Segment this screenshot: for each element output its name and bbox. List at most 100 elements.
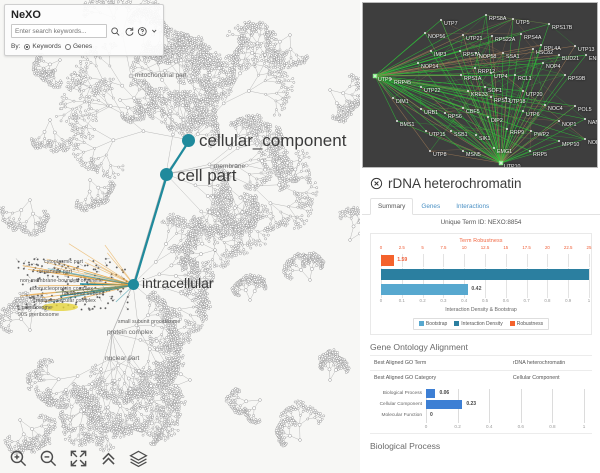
- gene-node-pwp2[interactable]: [529, 129, 533, 133]
- gene-label-ssb1: SSB1: [454, 132, 468, 138]
- gene-node-dim1[interactable]: [391, 96, 395, 100]
- alignment-section-title: Gene Ontology Alignment: [370, 342, 468, 352]
- gene-node-utp7[interactable]: [439, 18, 443, 22]
- gene-node-rpl4a[interactable]: [539, 43, 543, 47]
- gene-node-rcl1[interactable]: [513, 73, 517, 77]
- gene-node-utp18[interactable]: [504, 96, 508, 100]
- gene-node-rps4a[interactable]: [519, 32, 523, 36]
- gene-node-nop56[interactable]: [423, 31, 427, 35]
- gene-node-enp1[interactable]: [584, 53, 588, 57]
- gene-node-utp15[interactable]: [424, 129, 428, 133]
- gene-node-hsc82[interactable]: [531, 47, 535, 51]
- node-cell-part[interactable]: [160, 168, 173, 181]
- go-category-label: Molecular Function: [381, 413, 422, 418]
- gene-node-msn5[interactable]: [461, 149, 465, 153]
- gene-node-utp8[interactable]: [428, 149, 432, 153]
- gene-node-rps17b[interactable]: [547, 22, 551, 26]
- gene-node-rps1a[interactable]: [459, 73, 463, 77]
- gene-label-utp8: UTP8: [433, 152, 447, 158]
- gene-node-utp6[interactable]: [521, 109, 525, 113]
- gene-node-rps8a[interactable]: [484, 13, 488, 17]
- close-circle-icon[interactable]: [370, 177, 383, 190]
- gene-node-utp21[interactable]: [461, 33, 465, 37]
- radio-genes-dot[interactable]: [64, 43, 71, 50]
- gene-node-ssb1[interactable]: [449, 129, 453, 133]
- gene-node-nop6[interactable]: [583, 137, 587, 141]
- gene-label-rps6: RPS6: [448, 114, 462, 120]
- graph-toolbar[interactable]: [0, 443, 360, 473]
- zoom-out-icon[interactable]: [39, 449, 58, 468]
- gene-node-rrp9[interactable]: [505, 127, 509, 131]
- gene-node-rps13[interactable]: [489, 95, 493, 99]
- gene-node-sof1[interactable]: [483, 85, 487, 89]
- tab-genes[interactable]: Genes: [421, 203, 441, 210]
- gene-node-nop4[interactable]: [541, 61, 545, 65]
- interaction-network-panel[interactable]: RPS8A UTP7 UTP5 RPS17B NOP56 RPS22A RPS4A HSC82…: [362, 2, 598, 168]
- radio-keywords[interactable]: Keywords: [24, 43, 61, 50]
- gene-label-utp6: UTP6: [526, 112, 540, 118]
- chevron-down-icon[interactable]: [151, 27, 157, 35]
- search-icon[interactable]: [110, 25, 121, 38]
- gene-node-nop1[interactable]: [557, 119, 561, 123]
- search-panel[interactable]: NeXO By:: [4, 4, 164, 56]
- gene-node-sik1[interactable]: [474, 133, 478, 137]
- density-tick: 0: [379, 298, 383, 303]
- gene-node-rrp5[interactable]: [528, 149, 532, 153]
- gene-node-utp9[interactable]: [373, 74, 377, 78]
- go-category-label: Biological Process: [382, 391, 422, 396]
- gene-node-rps7a[interactable]: [458, 49, 462, 53]
- gene-node-bud21[interactable]: [557, 53, 561, 57]
- gene-node-ssa1[interactable]: [501, 51, 505, 55]
- gene-node-nop14[interactable]: [416, 61, 420, 65]
- gene-node-kre33[interactable]: [466, 89, 470, 93]
- node-cellular-component[interactable]: [182, 134, 195, 147]
- refresh-icon[interactable]: [124, 25, 135, 38]
- gene-label-rps4a: RPS4A: [524, 35, 542, 41]
- gene-node-mpp10[interactable]: [557, 139, 561, 143]
- gene-label-pol5: POL5: [578, 107, 592, 113]
- ontology-tree-panel[interactable]: cellular_component cell part intracellul…: [0, 0, 360, 473]
- gene-node-rps22a[interactable]: [490, 34, 494, 38]
- gene-node-utp22[interactable]: [419, 85, 423, 89]
- zoom-in-icon[interactable]: [9, 449, 28, 468]
- gene-node-emg1[interactable]: [492, 146, 496, 150]
- go-tick: 0.2: [454, 424, 461, 429]
- gene-node-utp10[interactable]: [499, 161, 503, 165]
- gene-node-utp13[interactable]: [573, 44, 577, 48]
- gene-node-bms1[interactable]: [395, 119, 399, 123]
- gene-node-rrp12[interactable]: [473, 66, 477, 70]
- node-intracellular[interactable]: [128, 279, 139, 290]
- gene-node-rps9b[interactable]: [563, 73, 567, 77]
- gene-node-rrp45[interactable]: [389, 77, 393, 81]
- layers-icon[interactable]: [129, 449, 148, 468]
- gene-node-utp20[interactable]: [521, 89, 525, 93]
- search-input[interactable]: [11, 24, 107, 38]
- gene-label-rps8a: RPS8A: [489, 16, 507, 22]
- ontology-tree-graph[interactable]: [0, 0, 360, 473]
- interaction-network-graph[interactable]: [363, 3, 598, 168]
- gene-node-cbf5[interactable]: [461, 106, 465, 110]
- gridline: [381, 268, 382, 298]
- radio-keywords-dot[interactable]: [24, 43, 31, 50]
- term-detail-panel: rDNA heterochromatin Summary Genes Inter…: [362, 170, 600, 473]
- gene-node-noc4[interactable]: [543, 103, 547, 107]
- gene-node-pol5[interactable]: [573, 104, 577, 108]
- detail-tabs[interactable]: Summary Genes Interactions: [362, 193, 600, 215]
- tab-interactions[interactable]: Interactions: [456, 203, 490, 210]
- alignment-value-term: rDNA heterochromatin: [452, 355, 592, 371]
- gridline: [422, 268, 424, 298]
- gene-label-rps17b: RPS17B: [552, 25, 573, 31]
- gene-node-nan1[interactable]: [583, 117, 587, 121]
- gene-node-rps6[interactable]: [443, 111, 447, 115]
- gene-node-urb1[interactable]: [419, 107, 423, 111]
- fit-screen-icon[interactable]: [69, 449, 88, 468]
- radio-genes[interactable]: Genes: [64, 43, 92, 50]
- gene-node-nop58[interactable]: [474, 51, 478, 55]
- help-icon[interactable]: [137, 25, 148, 38]
- gene-node-imp3[interactable]: [429, 49, 433, 53]
- gene-node-dip2[interactable]: [486, 115, 490, 119]
- gene-node-utp4[interactable]: [489, 71, 493, 75]
- gene-node-utp5[interactable]: [511, 17, 515, 21]
- tab-summary[interactable]: Summary: [370, 198, 414, 215]
- double-chevron-up-icon[interactable]: [99, 449, 118, 468]
